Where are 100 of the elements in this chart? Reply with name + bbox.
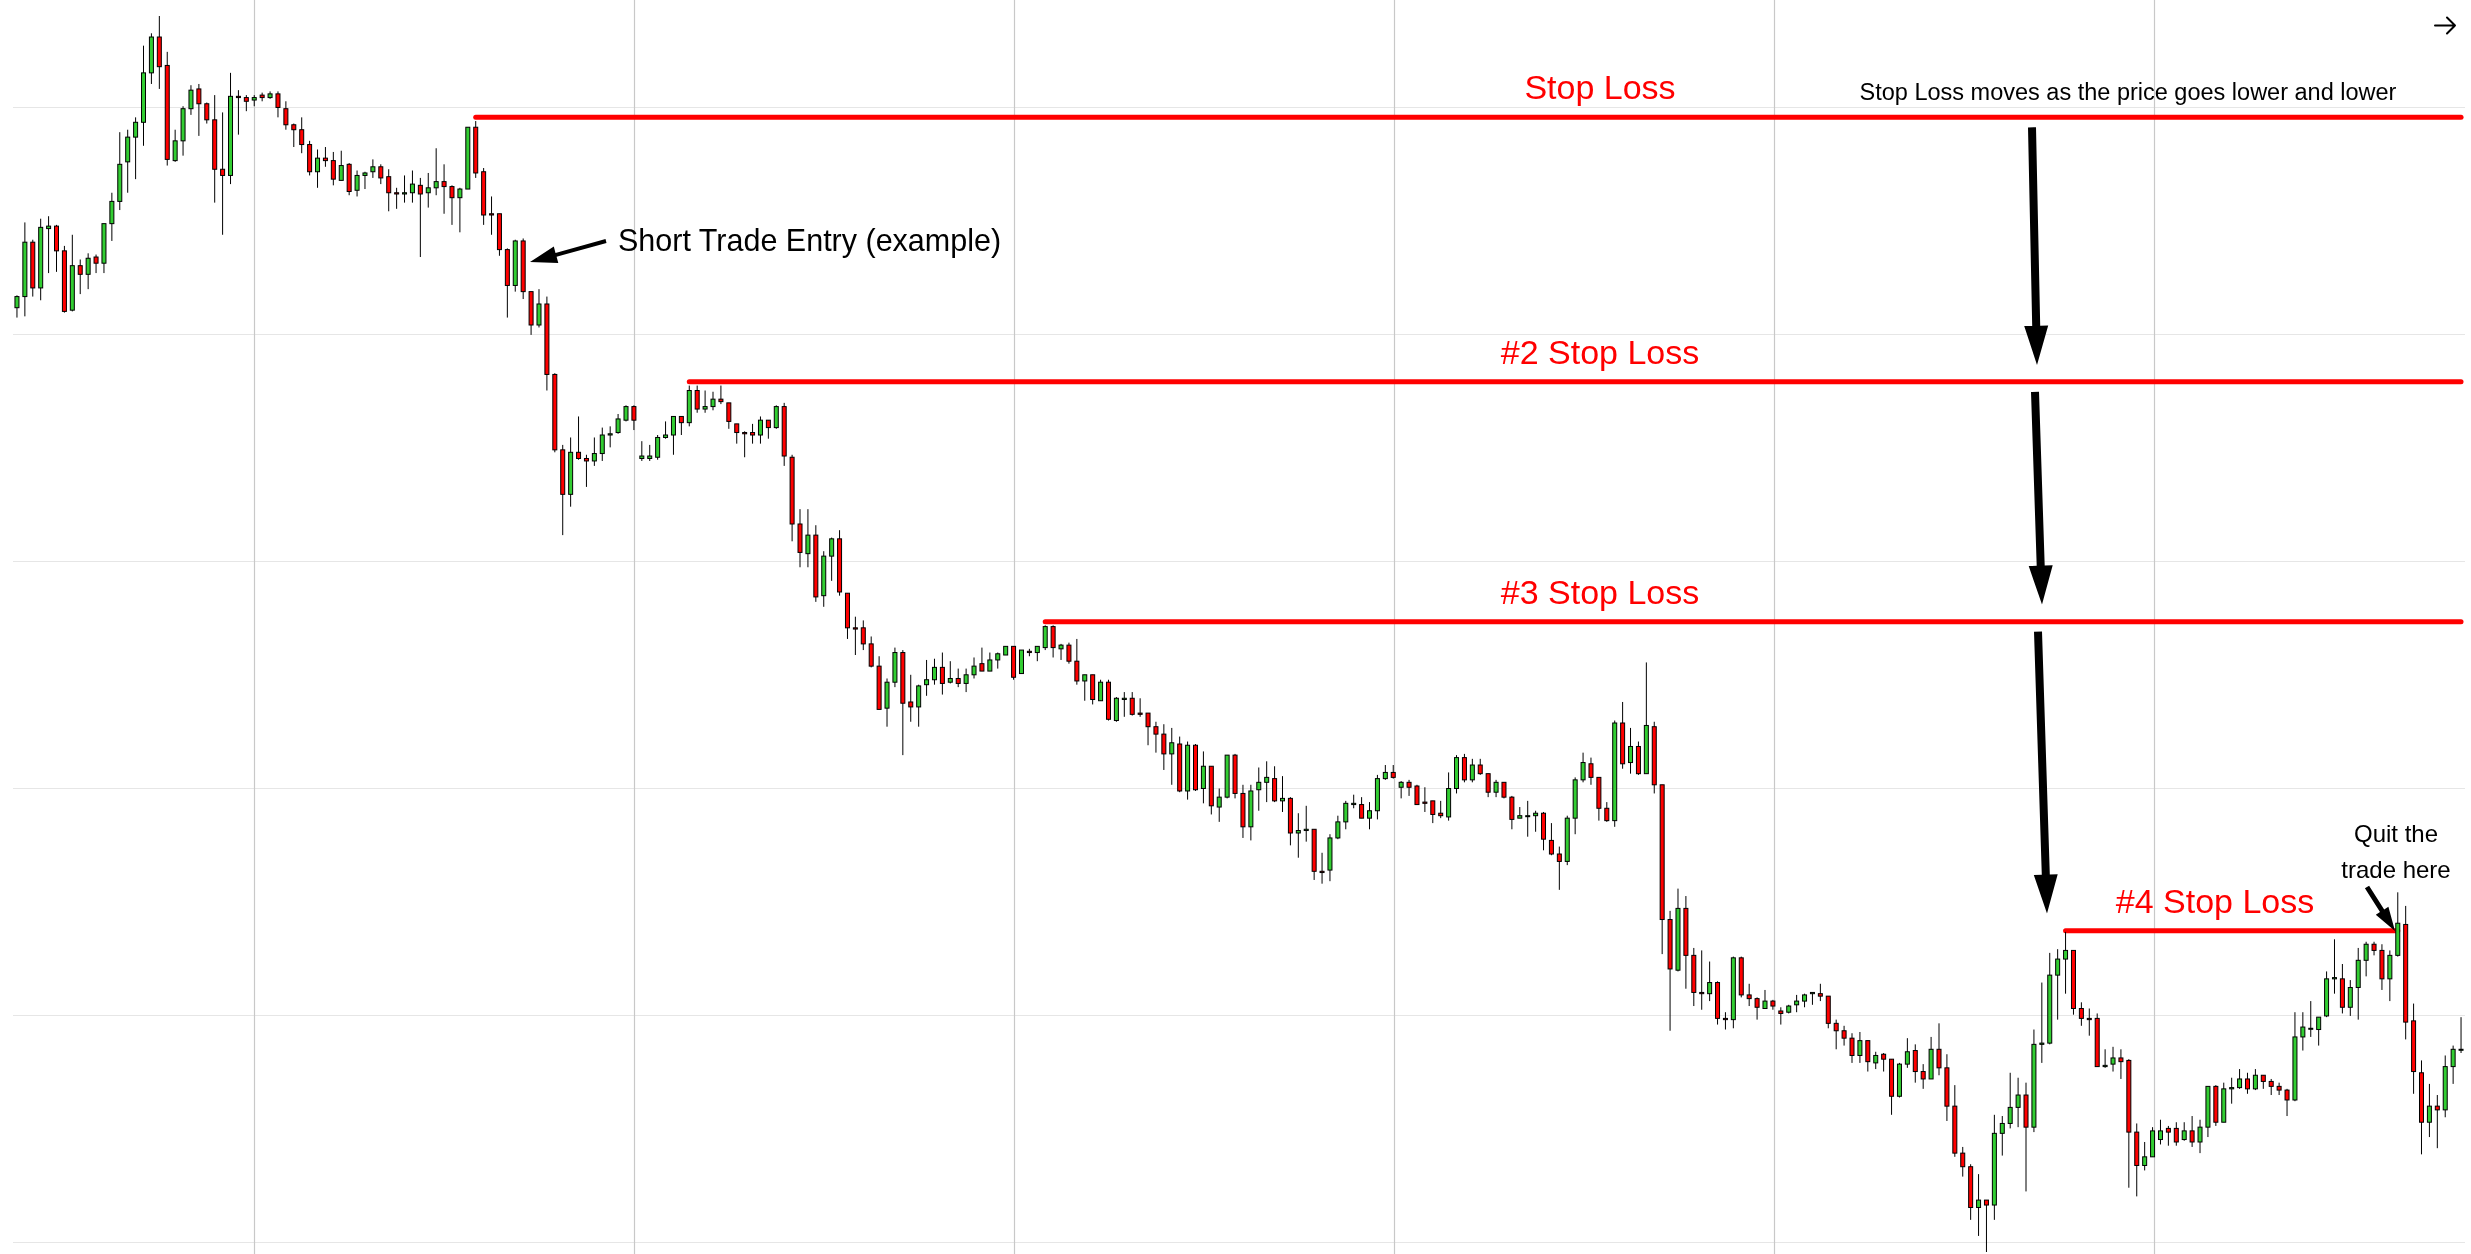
candlestick — [536, 288, 542, 328]
candlestick — [2063, 931, 2069, 995]
series-label: #2 Stop Loss — [1500, 332, 1700, 371]
candlestick — [908, 674, 914, 723]
candlestick — [1936, 1022, 1942, 1076]
candlestick — [1406, 779, 1412, 797]
candlestick — [1485, 773, 1491, 798]
candlestick — [1121, 691, 1127, 718]
annotation: Short Trade Entry (example) — [618, 223, 1002, 258]
candlestick — [172, 129, 178, 163]
candlestick — [939, 652, 945, 696]
candlestick — [2015, 1077, 2021, 1128]
candlestick — [765, 419, 771, 440]
candlestick — [14, 294, 20, 319]
candlestick — [757, 415, 763, 445]
candlestick — [726, 402, 732, 430]
candlestick — [109, 192, 115, 242]
candlestick — [1343, 800, 1349, 830]
candlestick — [868, 635, 874, 668]
candlestick — [718, 385, 724, 405]
candlestick — [441, 163, 447, 215]
candlestick — [1129, 691, 1135, 717]
candlestick — [576, 415, 582, 461]
candlestick — [2450, 1045, 2456, 1085]
candlestick — [1628, 727, 1634, 775]
candlestick — [1398, 780, 1404, 799]
candlestick — [2387, 949, 2393, 1002]
candlestick — [710, 391, 716, 411]
candlestick — [2276, 1082, 2282, 1096]
candlestick — [1849, 1032, 1855, 1064]
candlestick — [370, 158, 376, 179]
candlestick — [1722, 1011, 1728, 1031]
candlestick — [1066, 642, 1072, 665]
candlestick — [2189, 1115, 2195, 1148]
candlestick — [742, 430, 748, 458]
candlestick — [93, 254, 99, 274]
candlestick — [2300, 1011, 2306, 1052]
candlestick — [433, 147, 439, 196]
candlestick — [394, 187, 400, 210]
candlestick — [1216, 788, 1222, 823]
candlestick — [924, 659, 930, 697]
candlestick — [1533, 810, 1539, 833]
candlestick — [1074, 638, 1080, 686]
candlestick — [1976, 1173, 1982, 1237]
candlestick — [678, 415, 684, 436]
candlestick — [1912, 1043, 1918, 1084]
candlestick — [1303, 805, 1309, 843]
candlestick — [1422, 786, 1428, 813]
candlestick — [583, 454, 589, 488]
candlestick — [852, 616, 858, 656]
candlestick — [2142, 1141, 2148, 1171]
candlestick — [2244, 1072, 2250, 1095]
candlestick — [378, 163, 384, 185]
candlestick — [417, 177, 423, 258]
candlestick — [1762, 989, 1768, 1010]
candlestick — [1548, 822, 1554, 856]
candlestick — [2110, 1046, 2116, 1073]
candlestick — [1359, 796, 1365, 819]
candlestick — [2331, 938, 2337, 995]
candlestick — [2308, 1000, 2314, 1038]
candlestick — [133, 116, 139, 180]
candlestick — [1904, 1037, 1910, 1069]
candlestick — [1042, 624, 1048, 651]
candlestick — [607, 425, 613, 448]
candlestick — [1746, 983, 1752, 1007]
series-label: #4 Stop Loss — [2115, 881, 2315, 920]
candlestick — [1754, 996, 1760, 1021]
candlestick — [1809, 991, 1815, 1006]
candlestick — [77, 258, 83, 295]
candlestick — [2426, 1083, 2432, 1138]
candlestick — [354, 170, 360, 197]
candlestick — [1137, 697, 1143, 718]
candlestick — [85, 252, 91, 290]
candlestick — [702, 390, 708, 414]
candlestick — [2197, 1119, 2203, 1154]
candlestick — [1461, 753, 1467, 783]
candlestick — [1295, 812, 1301, 859]
candlestick — [1525, 800, 1531, 838]
candlestick — [1865, 1040, 1871, 1073]
candlestick — [1200, 750, 1206, 804]
candlestick — [220, 111, 226, 236]
candlestick — [425, 172, 431, 209]
candlestick — [1272, 765, 1278, 803]
candlestick — [1098, 679, 1104, 702]
annotation: Quit the trade here — [2341, 820, 2451, 883]
candlestick — [2316, 1016, 2322, 1047]
candlestick — [1707, 961, 1713, 1002]
candlestick — [46, 215, 52, 274]
candlestick — [1264, 760, 1270, 803]
candlestick — [362, 171, 368, 190]
candlestick — [1430, 800, 1436, 824]
candlestick — [402, 174, 408, 204]
candlestick — [615, 413, 621, 435]
candlestick — [2252, 1068, 2258, 1091]
candlestick — [1841, 1025, 1847, 1047]
candlestick — [750, 423, 756, 445]
candlestick — [2118, 1048, 2124, 1080]
candlestick — [2007, 1072, 2013, 1129]
candlestick — [639, 440, 645, 462]
candlestick — [670, 415, 676, 456]
